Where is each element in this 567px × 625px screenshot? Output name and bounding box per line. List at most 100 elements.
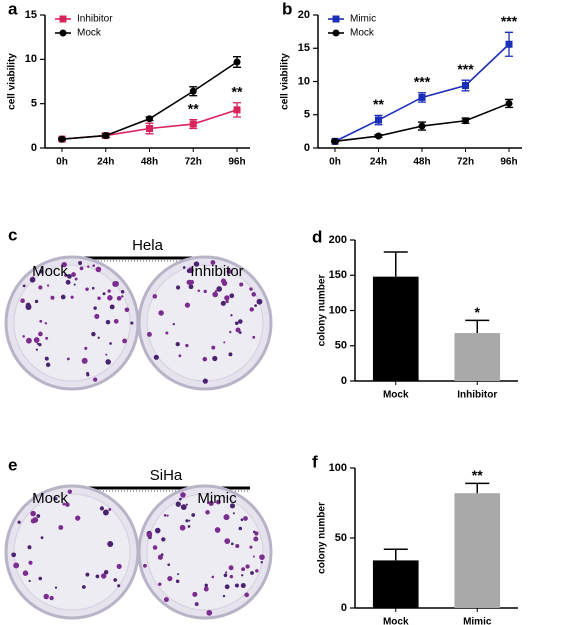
cell-line-label: Hela — [132, 237, 164, 254]
colony — [74, 277, 78, 281]
colony — [166, 514, 169, 517]
colony — [235, 327, 241, 333]
colony — [38, 576, 43, 581]
colony — [185, 519, 189, 523]
colony — [49, 595, 54, 601]
colony — [60, 294, 66, 300]
colony — [103, 570, 109, 575]
colony — [220, 278, 227, 284]
colony — [99, 506, 105, 511]
error-bar — [465, 319, 490, 334]
colony — [97, 336, 100, 339]
colony — [229, 293, 235, 299]
colony — [157, 554, 163, 560]
x-tick-label: 0h — [329, 157, 341, 168]
colony — [11, 552, 17, 558]
colony — [243, 516, 248, 521]
colony — [253, 536, 259, 542]
colony — [186, 268, 192, 274]
colony — [38, 285, 43, 290]
colony — [204, 583, 208, 588]
colony — [122, 338, 128, 344]
x-tick-label: 72h — [457, 157, 474, 168]
significance-label: ** — [472, 467, 483, 483]
colony — [238, 319, 243, 324]
colony — [180, 504, 187, 510]
legend-label: Mock — [350, 28, 375, 39]
data-point — [102, 132, 110, 140]
data-point — [375, 132, 382, 140]
colony — [214, 289, 218, 293]
colony — [184, 302, 191, 308]
colony — [66, 357, 70, 361]
colony — [223, 573, 228, 578]
colony — [107, 541, 114, 548]
data-point — [233, 106, 241, 114]
colony — [113, 578, 118, 582]
legend-label: Inhibitor — [77, 14, 113, 25]
data-point — [505, 99, 513, 107]
colony — [192, 591, 198, 597]
colony — [224, 295, 230, 301]
significance-label: *** — [457, 61, 474, 77]
colony — [178, 354, 182, 358]
group-label: Mock — [32, 490, 68, 507]
colony — [29, 276, 36, 283]
bar — [454, 493, 501, 608]
y-tick-label: 20 — [298, 9, 310, 21]
panel-letter: c — [8, 225, 17, 244]
colony — [193, 261, 200, 267]
y-tick-label: 150 — [329, 269, 347, 281]
colony — [36, 342, 39, 345]
colony — [43, 593, 49, 600]
colony — [167, 575, 173, 582]
colony — [25, 304, 32, 310]
data-point — [58, 135, 66, 143]
error-bar — [465, 482, 490, 494]
colony — [180, 492, 186, 498]
colony — [211, 345, 216, 350]
colony — [234, 583, 239, 588]
colony — [179, 497, 182, 501]
colony — [240, 583, 246, 589]
y-tick-label: 0 — [341, 602, 347, 614]
colony — [153, 354, 159, 360]
legend-label: Mock — [77, 28, 102, 39]
colony — [45, 362, 51, 367]
colony — [28, 560, 33, 565]
colony — [45, 336, 49, 340]
colony — [238, 331, 242, 335]
colony — [44, 356, 49, 361]
colony — [241, 567, 246, 572]
colony — [143, 563, 147, 568]
data-point — [418, 93, 426, 101]
colony — [188, 284, 194, 290]
colony — [215, 499, 221, 505]
colony — [22, 570, 29, 576]
colony — [81, 357, 88, 364]
colony — [249, 545, 253, 549]
colony — [108, 508, 112, 511]
colony — [130, 321, 134, 325]
colony — [255, 569, 259, 573]
x-tick-label: Mock — [383, 617, 409, 625]
data-point — [462, 81, 469, 89]
colony — [79, 266, 84, 271]
colony — [220, 300, 226, 306]
y-tick-label: 0 — [304, 142, 310, 154]
colony — [189, 279, 195, 285]
colony — [107, 295, 113, 301]
data-point — [146, 115, 153, 123]
colony — [191, 513, 196, 517]
legend-marker — [332, 29, 340, 37]
colony — [185, 343, 189, 348]
significance-label: *** — [501, 13, 518, 29]
colony — [254, 531, 259, 536]
data-point — [146, 124, 153, 132]
colony — [105, 359, 111, 365]
colony — [197, 289, 201, 292]
legend-marker — [59, 29, 67, 37]
colony — [105, 319, 111, 325]
dish-inner — [146, 264, 264, 382]
panel-letter: a — [8, 0, 18, 18]
